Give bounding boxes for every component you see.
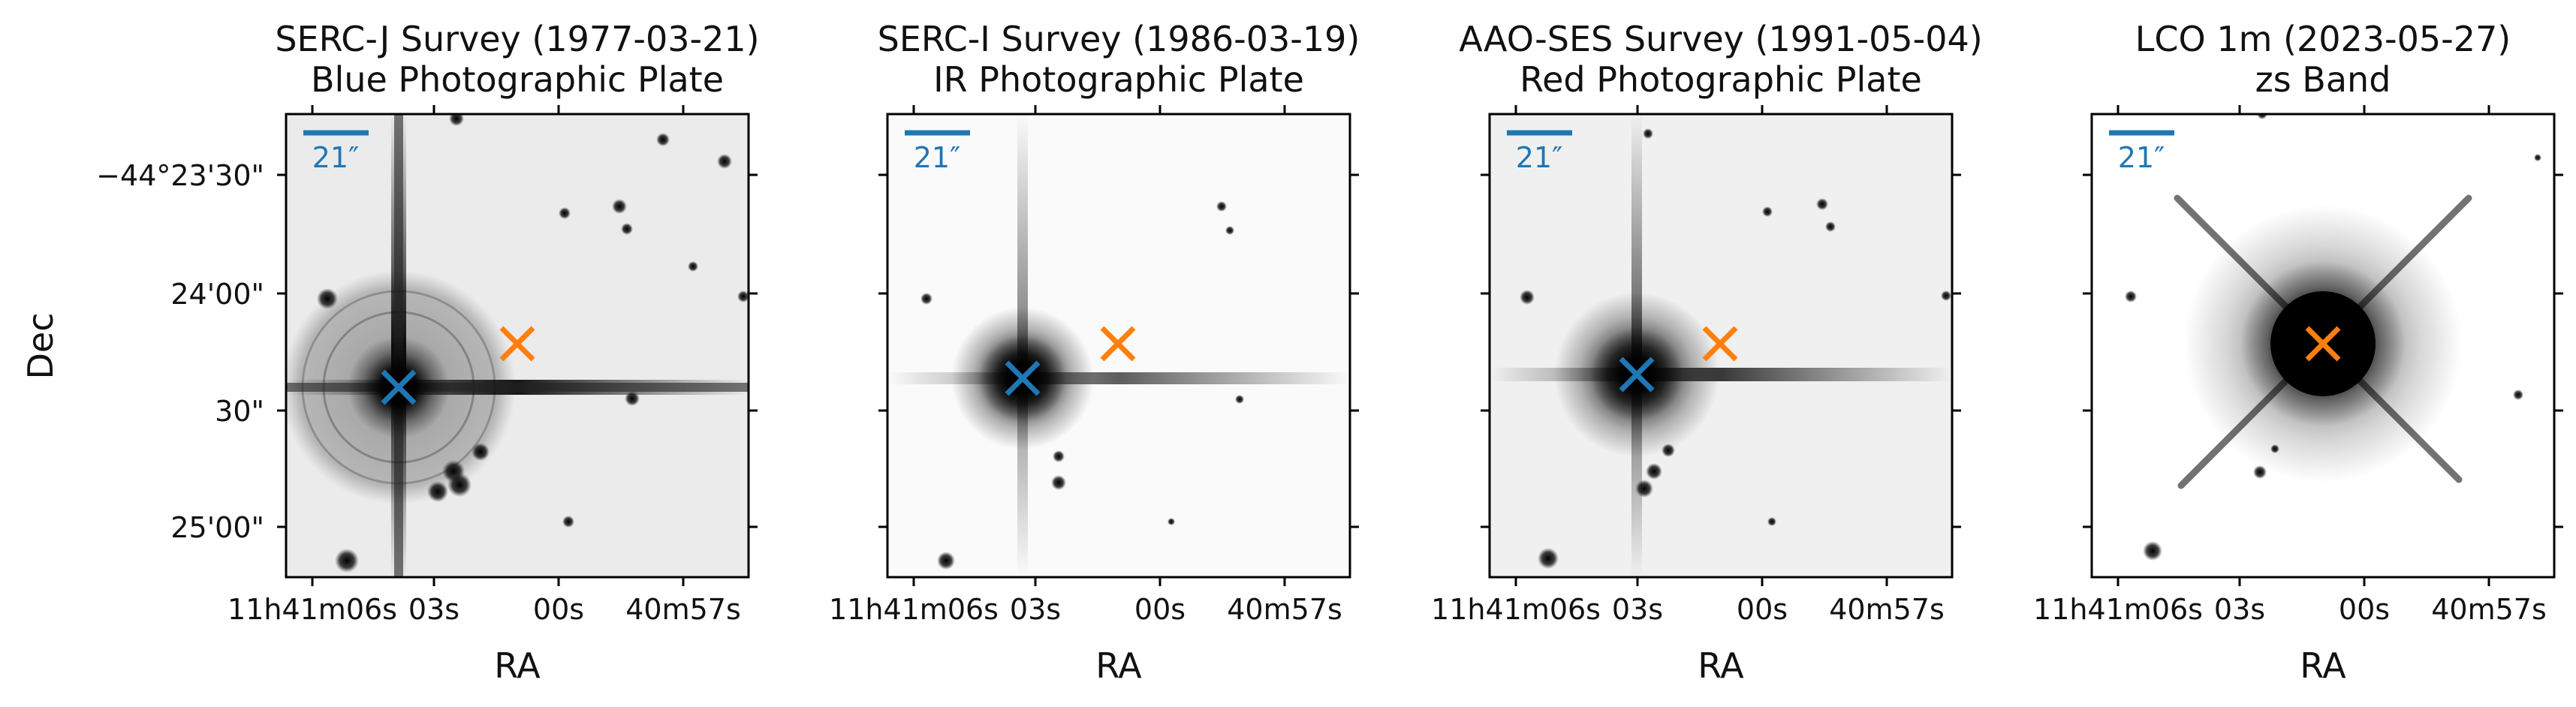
panel-1-y-ticks xyxy=(277,173,758,528)
panel-2-x-tick-label: 03s xyxy=(1010,593,1061,626)
panel-1-y-tick-label: 30" xyxy=(215,395,264,428)
panel-1-x-ticks xyxy=(311,105,685,586)
panel-3-x-tick-label: 11h41m06s xyxy=(1431,593,1601,626)
panel-2-y-ticks xyxy=(878,173,1359,528)
panel-1-y-tick-label: −44°23'30" xyxy=(96,159,264,192)
panel-3-x-tick-label: 40m57s xyxy=(1829,593,1945,626)
panel-4-x-tick-label: 03s xyxy=(2214,593,2265,626)
panel-3-scale-bar-label: 21″ xyxy=(1516,141,1563,174)
panel-2-x-tick-label: 11h41m06s xyxy=(829,593,999,626)
panel-4-subtitle: zs Band xyxy=(2255,59,2391,100)
panel-2-marker-blue xyxy=(1005,360,1041,396)
panel-3-x-tick-label: 00s xyxy=(1737,593,1788,626)
panel-2: SERC-I Survey (1986-03-19) IR Photograph… xyxy=(829,19,1360,686)
panel-2-x-tick-label: 40m57s xyxy=(1227,593,1342,626)
panel-4: LCO 1m (2023-05-27) zs Band 21″ xyxy=(2033,19,2563,686)
panel-1-x-axis-label: RA xyxy=(494,645,541,686)
panel-2-x-axis-label: RA xyxy=(1095,645,1142,686)
panel-4-title: LCO 1m (2023-05-27) xyxy=(2135,19,2511,59)
panel-3-x-tick-label: 03s xyxy=(1612,593,1663,626)
panel-2-scale-bar: 21″ xyxy=(905,130,970,174)
panel-1-scale-bar: 21″ xyxy=(303,130,369,174)
panel-3-subtitle: Red Photographic Plate xyxy=(1520,59,1922,100)
panel-1-y-tick-label: 25'00" xyxy=(170,511,264,544)
panel-1-title: SERC-J Survey (1977-03-21) xyxy=(275,19,759,59)
panel-1-x-tick-label: 03s xyxy=(408,593,459,626)
panel-3-y-ticks xyxy=(1481,173,1961,528)
panel-1-marker-blue xyxy=(381,369,417,405)
panel-1-x-tick-label: 11h41m06s xyxy=(227,593,397,626)
panel-3-scale-bar: 21″ xyxy=(1507,130,1572,174)
panel-2-subtitle: IR Photographic Plate xyxy=(933,59,1304,100)
panel-4-marker-orange xyxy=(2305,326,2341,362)
panel-2-title: SERC-I Survey (1986-03-19) xyxy=(878,19,1360,59)
panel-4-scale-bar: 21″ xyxy=(2109,130,2174,174)
panel-1-x-tick-label: 00s xyxy=(533,593,584,626)
panel-3-frame xyxy=(1488,113,1954,579)
panel-3: AAO-SES Survey (1991-05-04) Red Photogra… xyxy=(1431,19,1983,686)
panel-1-x-tick-label: 40m57s xyxy=(625,593,741,626)
panel-2-x-tick-label: 00s xyxy=(1134,593,1186,626)
panel-1-subtitle: Blue Photographic Plate xyxy=(311,59,724,100)
panel-2-marker-orange xyxy=(1100,326,1136,362)
panel-3-x-axis-label: RA xyxy=(1698,645,1744,686)
panel-2-x-ticks xyxy=(912,105,1286,586)
y-axis-label: Dec xyxy=(20,312,61,379)
panel-1-y-tick-label: 24'00" xyxy=(170,278,264,311)
panel-4-frame xyxy=(2090,113,2556,579)
panel-3-marker-orange xyxy=(1702,326,1738,362)
panel-2-frame xyxy=(886,113,1351,579)
panel-1-frame xyxy=(285,113,750,579)
panel-1-scale-bar-label: 21″ xyxy=(312,141,360,174)
panel-2-scale-bar-label: 21″ xyxy=(914,141,961,174)
panel-4-x-tick-label: 00s xyxy=(2339,593,2390,626)
panel-3-x-ticks xyxy=(1514,105,1888,586)
panel-3-marker-blue xyxy=(1619,357,1655,393)
panel-4-x-axis-label: RA xyxy=(2300,645,2346,686)
panel-4-y-ticks xyxy=(2083,173,2563,528)
panel-4-scale-bar-label: 21″ xyxy=(2118,141,2165,174)
panel-4-x-ticks xyxy=(2117,105,2490,586)
panel-1-marker-orange xyxy=(499,326,535,362)
panel-1: SERC-J Survey (1977-03-21) Blue Photogra… xyxy=(20,19,760,686)
panel-3-title: AAO-SES Survey (1991-05-04) xyxy=(1459,19,1982,59)
panel-4-x-tick-label: 11h41m06s xyxy=(2033,593,2203,626)
panel-4-x-tick-label: 40m57s xyxy=(2431,593,2547,626)
